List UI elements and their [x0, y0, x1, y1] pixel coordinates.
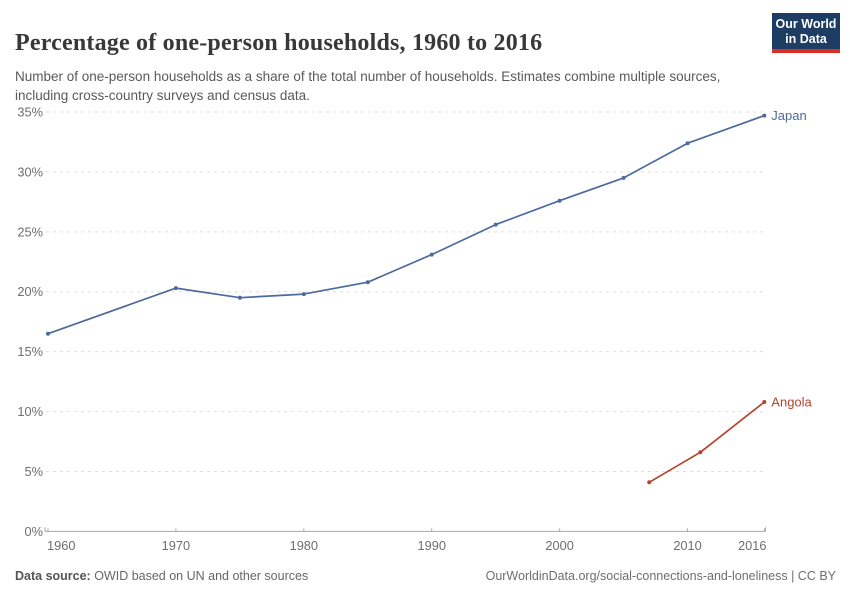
data-point-japan — [557, 198, 562, 203]
data-source-note: Data source: OWID based on UN and other … — [15, 569, 308, 583]
series-line-japan — [47, 114, 766, 335]
y-tick-label: 25% — [17, 224, 43, 239]
data-point-angola — [698, 450, 703, 455]
y-tick-label: 15% — [17, 344, 43, 359]
y-tick-label: 0% — [25, 524, 44, 539]
series-label-japan[interactable]: Japan — [771, 108, 806, 123]
x-tick-label: 2016 — [738, 538, 766, 553]
x-tick-label: 2010 — [673, 538, 701, 553]
data-point-angola — [762, 400, 767, 404]
data-point-japan — [365, 280, 370, 285]
page-title: Percentage of one-person households, 196… — [15, 30, 543, 57]
y-tick-label: 30% — [17, 164, 43, 179]
data-point-angola — [647, 480, 652, 485]
owid-logo-line1: Our World — [775, 17, 837, 31]
data-point-japan — [173, 286, 178, 291]
credit-link[interactable]: OurWorldinData.org/social-connections-an… — [485, 569, 836, 583]
data-point-japan — [762, 113, 767, 118]
owid-logo[interactable]: Our World in Data — [772, 13, 840, 53]
data-point-japan — [429, 252, 434, 257]
x-tick-label: 1990 — [417, 538, 445, 553]
data-source-text: OWID based on UN and other sources — [90, 569, 309, 583]
chart-subtitle: Number of one-person households as a sha… — [15, 68, 721, 103]
x-tick-label: 1970 — [162, 538, 190, 553]
data-point-japan — [685, 141, 690, 146]
x-tick-label: 2000 — [545, 538, 573, 553]
data-point-japan — [621, 175, 626, 180]
owid-logo-line2: in Data — [785, 31, 827, 46]
series-line-angola — [648, 401, 766, 484]
y-tick-label: 5% — [25, 464, 44, 479]
series-label-angola[interactable]: Angola — [771, 395, 812, 410]
data-point-japan — [301, 292, 306, 297]
y-tick-label: 35% — [17, 105, 43, 120]
y-tick-label: 20% — [17, 284, 43, 299]
data-point-japan — [493, 222, 498, 227]
x-tick-label: 1980 — [290, 538, 318, 553]
data-point-japan — [237, 295, 242, 300]
y-tick-label: 10% — [17, 404, 43, 419]
x-tick-label: 1960 — [47, 538, 75, 553]
data-point-japan — [46, 331, 50, 336]
data-source-label: Data source: — [15, 569, 91, 583]
